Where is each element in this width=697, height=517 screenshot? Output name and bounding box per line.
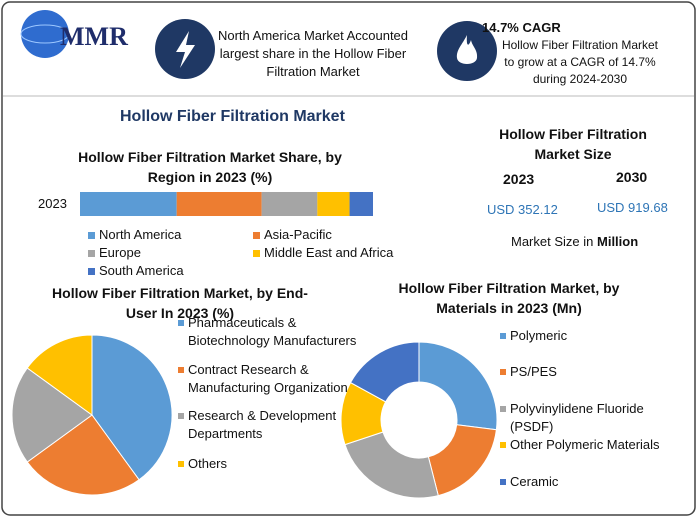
size-value: USD 919.68	[597, 200, 668, 215]
cagr-text: Hollow Fiber Filtration Market to grow a…	[501, 38, 659, 86]
legend-label: Polyvinylidene Fluoride (PSDF)	[510, 401, 644, 434]
bar-segment	[349, 192, 373, 216]
legend-swatch	[253, 250, 260, 257]
logo-orbit	[20, 24, 70, 44]
legend-label: South America	[99, 263, 184, 278]
legend-swatch	[500, 479, 506, 485]
legend-label: Contract Research & Manufacturing Organi…	[188, 362, 348, 395]
chart-title: Hollow Fiber Filtration Market, by Mater…	[398, 280, 620, 316]
legend-swatch	[178, 461, 184, 467]
marks	[11, 192, 506, 499]
size-note-unit: Million	[597, 234, 639, 249]
legend-swatch	[88, 268, 95, 275]
slice	[418, 341, 498, 431]
legend-swatch	[88, 250, 95, 257]
legend-label: Other Polymeric Materials	[510, 437, 660, 452]
slice	[26, 414, 140, 496]
slice	[91, 334, 173, 481]
bar-segment	[80, 192, 177, 216]
size-title: Hollow Fiber Filtration Market Size	[499, 126, 647, 162]
legend-label: Middle East and Africa	[264, 245, 394, 260]
slice	[344, 431, 439, 499]
legend-swatch	[500, 442, 506, 448]
legend-label: Others	[188, 456, 228, 471]
size-year: 2023	[503, 171, 535, 187]
legend-label: Pharmaceuticals & Biotechnology Manufact…	[188, 315, 357, 348]
bar-segment	[317, 192, 350, 216]
legend-swatch	[178, 367, 184, 373]
highlight-text: North America Market Accounted largest s…	[217, 28, 409, 79]
legend-swatch	[500, 406, 506, 412]
legend-label: PS/PES	[510, 364, 557, 379]
legend-swatch	[500, 333, 506, 339]
chart-title: Hollow Fiber Filtration Market, by End-U…	[52, 285, 308, 321]
legend-label: Ceramic	[510, 474, 559, 489]
size-note: Market Size in Million	[511, 233, 638, 251]
legend-swatch	[178, 320, 184, 326]
bar-segment	[176, 192, 262, 216]
legend-label: Polymeric	[510, 328, 568, 343]
bar-segment	[261, 192, 318, 216]
legend-swatch	[178, 413, 184, 419]
logo-text: MMR	[60, 22, 128, 51]
legend-label: Research & Development Departments	[188, 408, 337, 441]
legend-label: Asia-Pacific	[264, 227, 332, 242]
icon-bolt	[176, 31, 195, 68]
size-year: 2030	[616, 169, 648, 185]
icon-flame	[456, 35, 478, 64]
size-note-text: Market Size in	[511, 234, 594, 249]
main-title: Hollow Fiber Filtration Market	[120, 108, 345, 125]
legend-swatch	[253, 232, 260, 239]
slice	[349, 341, 420, 403]
size-value: USD 352.12	[487, 202, 558, 217]
slice	[427, 424, 497, 497]
logo-globe	[21, 10, 69, 58]
slice	[26, 334, 93, 416]
legend-label: North America	[99, 227, 182, 242]
chart-title: Hollow Fiber Filtration Market Share, by…	[78, 149, 342, 185]
legend-label: Europe	[99, 245, 141, 260]
cagr-title: 14.7% CAGR	[482, 20, 561, 35]
legend-swatch	[88, 232, 95, 239]
slice	[11, 367, 93, 463]
y-tick-label: 2023	[38, 196, 67, 211]
legend-swatch	[500, 369, 506, 375]
